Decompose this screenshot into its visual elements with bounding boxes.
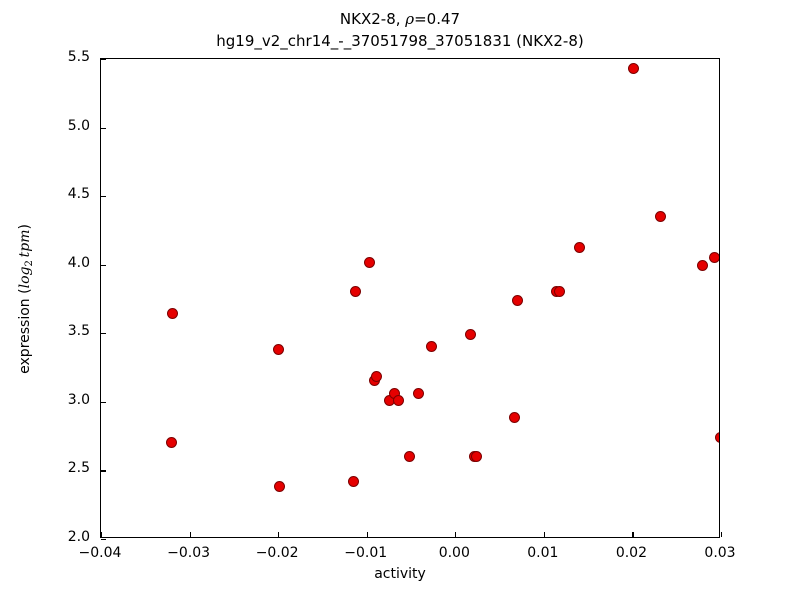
chart-title-line-1: NKX2-8, ρ=0.47	[0, 8, 800, 30]
x-axis-tick	[543, 532, 546, 537]
x-axis-tick-label: 0.02	[615, 545, 647, 561]
x-axis-tick-label: −0.02	[255, 545, 299, 561]
chart-title: NKX2-8, ρ=0.47 hg19_v2_chr14_-_37051798_…	[0, 8, 800, 52]
y-axis-tick-label: 2.5	[67, 460, 90, 477]
y-axis-label-wrapper: expression (log2 tpm)	[0, 0, 46, 600]
y-axis-tick	[101, 264, 106, 266]
y-axis-tick	[101, 470, 106, 472]
data-point	[425, 341, 437, 353]
x-axis-label: activity	[374, 566, 426, 582]
x-axis-tick-label: −0.01	[344, 545, 388, 561]
data-point	[654, 210, 666, 222]
x-axis-tick	[101, 532, 103, 537]
y-axis-tick	[101, 539, 106, 541]
y-axis-tick	[101, 59, 106, 61]
y-axis-tick-label: 3.5	[67, 323, 90, 340]
x-axis-tick	[189, 532, 191, 537]
plot-data-area	[101, 59, 719, 537]
plot-axes-frame	[100, 58, 723, 541]
rho-symbol: ρ	[405, 10, 415, 28]
x-axis-tick	[721, 532, 723, 537]
x-axis-tick	[278, 532, 280, 537]
rho-value: =0.47	[414, 10, 461, 28]
chart-title-gene: NKX2-8,	[339, 10, 406, 28]
data-point	[349, 286, 361, 298]
x-axis-tick-label: −0.04	[78, 545, 122, 561]
y-axis-label: expression (log2 tpm)	[17, 223, 35, 374]
data-point	[412, 387, 424, 399]
data-point	[167, 308, 179, 320]
data-point	[627, 62, 639, 74]
data-point	[471, 450, 483, 462]
x-axis-tick	[632, 532, 634, 537]
x-axis-tick-label: −0.03	[167, 545, 211, 561]
x-axis-tick-label: 0.00	[438, 545, 470, 561]
y-axis-tick-label: 4.0	[67, 254, 90, 271]
y-axis-tick-label: 5.0	[67, 117, 90, 134]
y-axis-tick	[101, 127, 106, 129]
data-point	[511, 294, 523, 306]
data-point	[371, 371, 383, 383]
x-axis-tick-label: 0.01	[527, 545, 559, 561]
y-axis-tick	[101, 401, 106, 404]
chart-title-line-2: hg19_v2_chr14_-_37051798_37051831 (NKX2-…	[216, 32, 584, 50]
y-axis-tick-label: 3.0	[67, 391, 90, 408]
data-point	[464, 328, 476, 340]
data-point	[403, 450, 415, 462]
data-point	[708, 251, 719, 263]
data-point	[553, 286, 565, 298]
data-point	[697, 260, 708, 272]
data-point	[714, 431, 719, 443]
data-point	[393, 394, 405, 406]
y-axis-tick-label: 2.0	[67, 529, 90, 545]
y-axis-tick-label: 4.5	[67, 186, 90, 203]
data-point	[509, 412, 521, 424]
data-point	[165, 437, 177, 449]
y-axis-tick	[101, 333, 106, 335]
data-point	[348, 475, 360, 487]
y-axis-tick	[101, 196, 106, 198]
x-axis-tick	[366, 532, 368, 537]
data-point	[363, 257, 375, 269]
data-point	[272, 343, 284, 355]
data-point	[273, 481, 285, 492]
x-axis-tick	[455, 532, 457, 537]
x-axis-tick-label: 0.03	[704, 545, 736, 561]
data-point	[573, 242, 585, 254]
y-axis-tick-label: 5.5	[67, 49, 90, 65]
